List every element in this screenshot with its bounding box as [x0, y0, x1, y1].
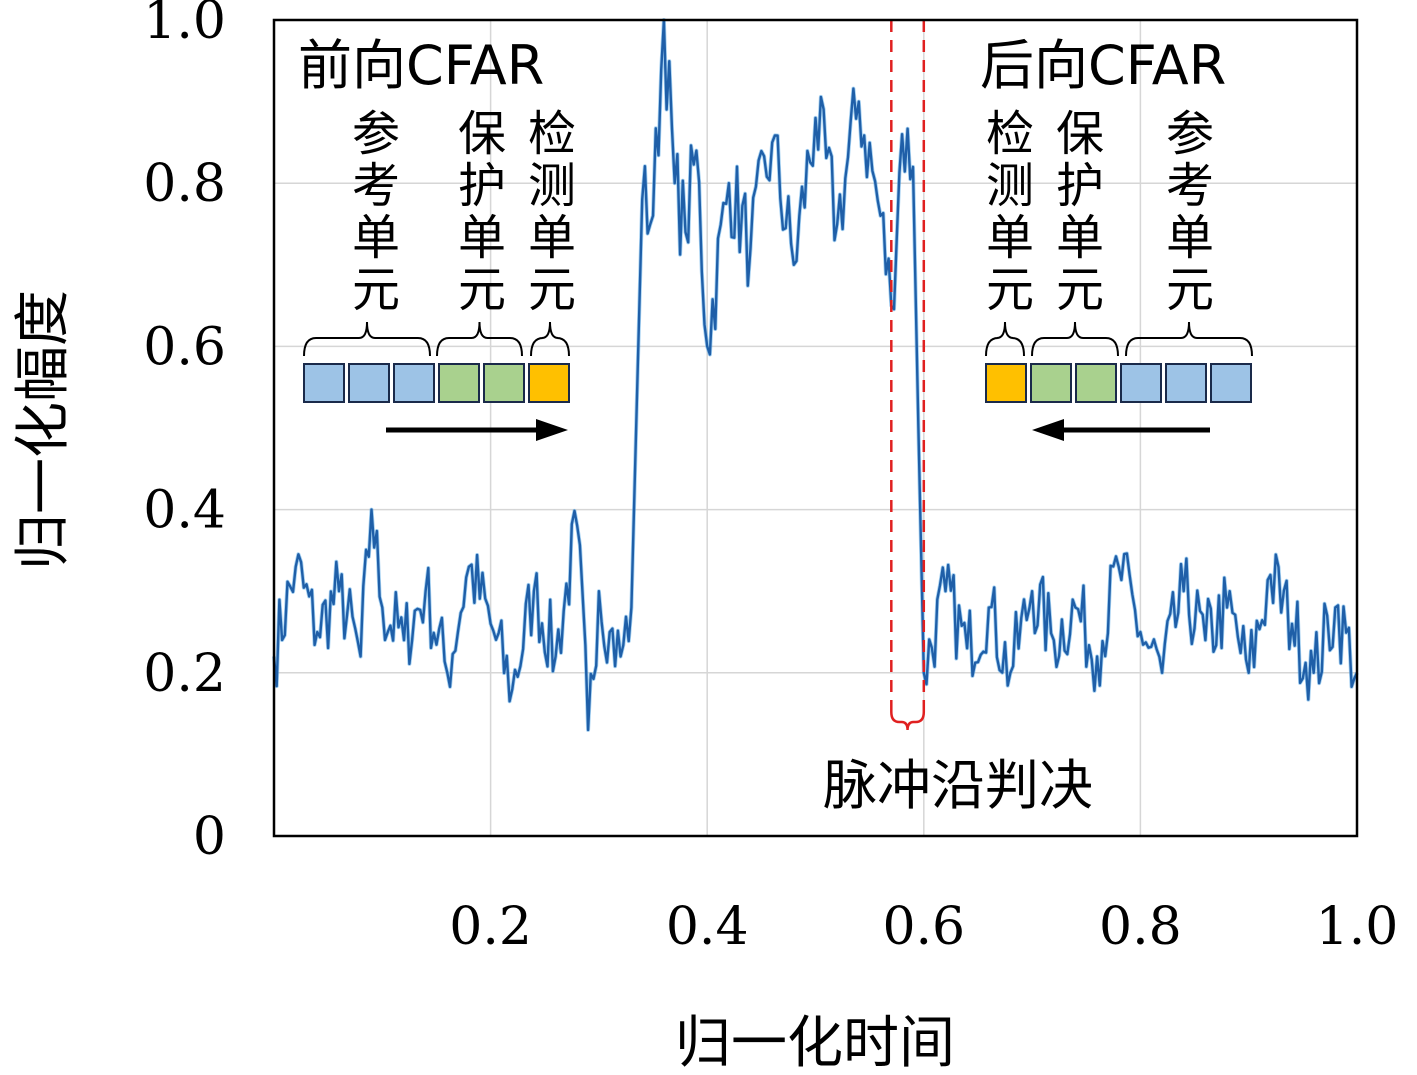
cfar-cell	[1165, 363, 1207, 403]
backward-detect-brace	[985, 321, 1025, 357]
label-char: 测	[986, 158, 1034, 214]
label-char: 护	[458, 158, 506, 214]
label-char: 元	[1056, 262, 1104, 318]
cfar-cell	[483, 363, 525, 403]
forward-arrow-head	[536, 419, 568, 441]
label-char: 元	[1166, 262, 1214, 318]
label-char: 保	[1056, 106, 1104, 162]
backward-arrow-head	[1032, 419, 1064, 441]
cfar-cell	[528, 363, 570, 403]
x-tick-label: 0.6	[882, 897, 965, 957]
label-char: 元	[986, 262, 1034, 318]
forward-ref-brace	[303, 321, 431, 357]
edge-brace	[890, 711, 926, 731]
cfar-cell	[985, 363, 1027, 403]
x-axis-label: 归一化时间	[675, 1011, 955, 1075]
forward-detect-brace	[530, 321, 570, 357]
label-char: 考	[1166, 158, 1214, 214]
label-char: 检	[986, 106, 1034, 162]
cfar-cell	[393, 363, 435, 403]
label-char: 检	[528, 106, 576, 162]
backward-guard-brace	[1031, 321, 1119, 357]
y-tick-label: 0.2	[143, 644, 226, 704]
label-char: 单	[1166, 210, 1214, 266]
label-char: 护	[1056, 158, 1104, 214]
label-char: 元	[458, 262, 506, 318]
backward-ref-brace	[1125, 321, 1253, 357]
y-tick-label: 0.8	[143, 154, 226, 214]
label-char: 单	[986, 210, 1034, 266]
pulse-edge-markers: 脉冲沿判决	[823, 20, 1093, 817]
x-tick-label: 0.4	[666, 897, 749, 957]
x-tick-label: 0.2	[449, 897, 532, 957]
forward-cfar-title: 前向CFAR	[298, 34, 544, 97]
cfar-cell	[303, 363, 345, 403]
label-char: 单	[352, 210, 400, 266]
label-char: 测	[528, 158, 576, 214]
axis-ticks: 0.2 0.4 0.6 0.8 1.0 0 0.2 0.4 0.6 0.8 1.0	[143, 0, 1398, 957]
label-char: 参	[1166, 106, 1214, 162]
cfar-cell	[1120, 363, 1162, 403]
y-tick-label: 0.6	[143, 317, 226, 377]
y-tick-label: 0	[193, 807, 226, 867]
label-char: 元	[352, 262, 400, 318]
y-tick-label: 0.4	[143, 481, 226, 541]
series-line	[272, 18, 1359, 732]
label-char: 保	[458, 106, 506, 162]
cfar-cell	[1075, 363, 1117, 403]
y-tick-label: 1.0	[143, 0, 226, 51]
x-tick-label: 1.0	[1316, 897, 1399, 957]
cfar-cell	[348, 363, 390, 403]
label-char: 元	[528, 262, 576, 318]
cfar-cell	[1210, 363, 1252, 403]
label-char: 参	[352, 106, 400, 162]
plot-frame	[272, 18, 1359, 838]
forward-guard-brace	[436, 321, 523, 357]
series-layer	[272, 18, 1359, 732]
cfar-cell	[1030, 363, 1072, 403]
label-char: 单	[1056, 210, 1104, 266]
backward-cfar-title: 后向CFAR	[980, 34, 1226, 97]
edge-decision-label: 脉冲沿判决	[823, 754, 1093, 817]
y-axis-label: 归一化幅度	[11, 290, 76, 570]
label-char: 单	[528, 210, 576, 266]
label-char: 单	[458, 210, 506, 266]
x-tick-label: 0.8	[1099, 897, 1182, 957]
cfar-cell	[438, 363, 480, 403]
label-char: 考	[352, 158, 400, 214]
